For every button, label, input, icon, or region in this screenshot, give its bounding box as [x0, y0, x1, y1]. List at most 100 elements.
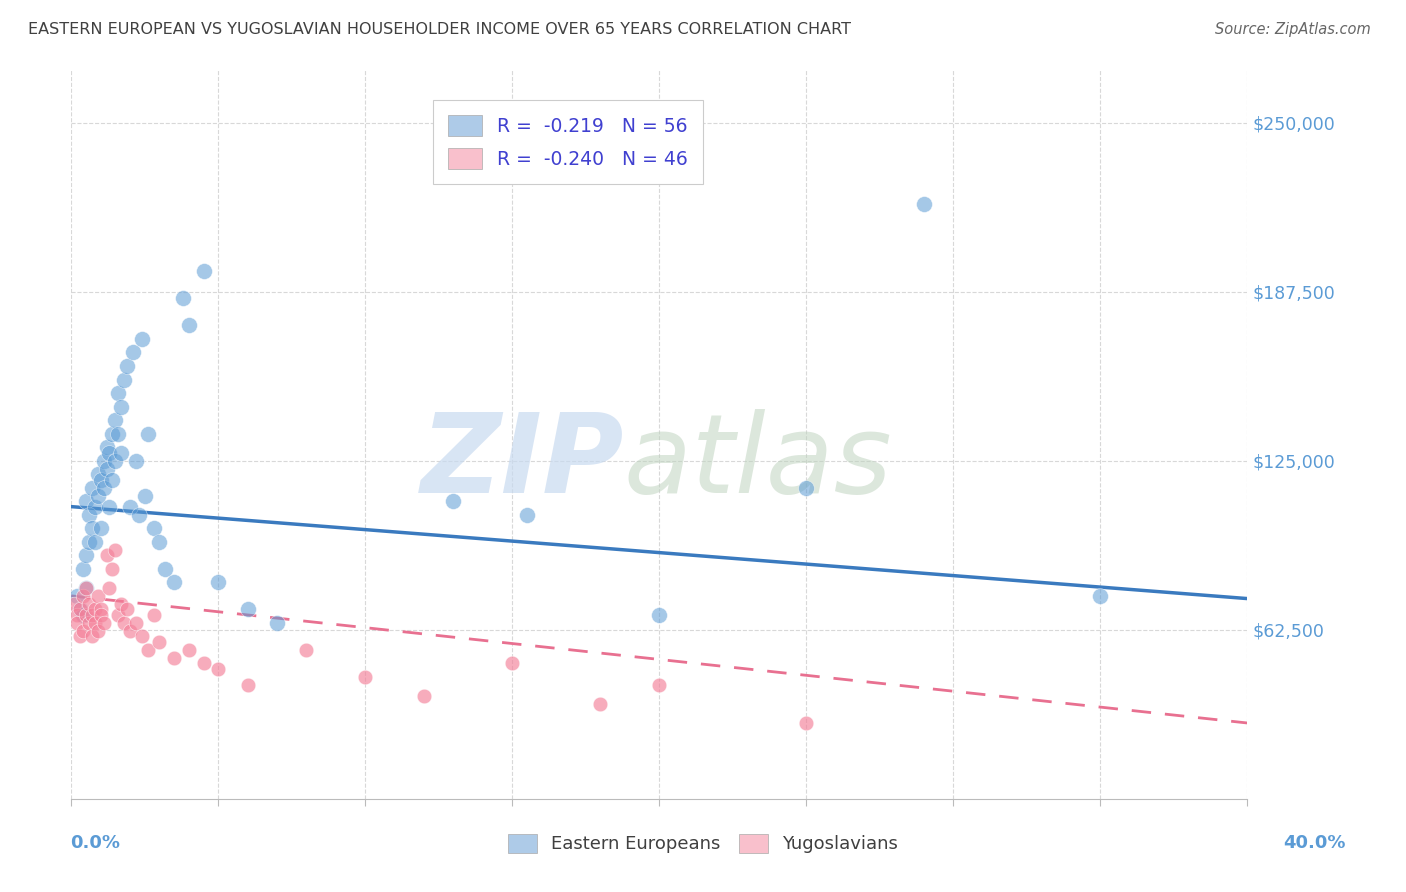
Point: [122, 345, 145, 359]
Point: [112, 372, 135, 386]
Point: [80, 521, 103, 535]
Point: [77, 508, 100, 522]
Point: [207, 575, 229, 590]
Point: [648, 607, 671, 622]
Point: [354, 670, 377, 684]
Point: [110, 597, 132, 611]
Point: [441, 494, 464, 508]
Legend: Eastern Europeans, Yugoslavians: Eastern Europeans, Yugoslavians: [501, 826, 905, 861]
Legend: R =  -0.219   N = 56, R =  -0.240   N = 46: R = -0.219 N = 56, R = -0.240 N = 46: [433, 100, 703, 185]
Point: [104, 453, 127, 467]
Point: [98, 500, 121, 514]
Point: [72, 562, 94, 576]
Point: [75, 549, 97, 563]
Text: ZIP: ZIP: [420, 409, 624, 516]
Point: [501, 657, 523, 671]
Text: EASTERN EUROPEAN VS YUGOSLAVIAN HOUSEHOLDER INCOME OVER 65 YEARS CORRELATION CHA: EASTERN EUROPEAN VS YUGOSLAVIAN HOUSEHOL…: [28, 22, 851, 37]
Point: [107, 386, 129, 401]
Text: 40.0%: 40.0%: [1284, 834, 1346, 852]
Point: [83, 500, 105, 514]
Point: [136, 426, 159, 441]
Point: [118, 500, 141, 514]
Point: [93, 453, 115, 467]
Point: [86, 624, 108, 638]
Point: [104, 413, 127, 427]
Point: [295, 643, 318, 657]
Point: [83, 534, 105, 549]
Point: [155, 562, 177, 576]
Point: [193, 657, 215, 671]
Point: [131, 629, 153, 643]
Point: [110, 400, 132, 414]
Point: [172, 292, 194, 306]
Point: [90, 521, 112, 535]
Point: [75, 581, 97, 595]
Point: [128, 508, 150, 522]
Point: [90, 602, 112, 616]
Point: [63, 597, 86, 611]
Point: [115, 359, 138, 373]
Point: [101, 473, 124, 487]
Point: [83, 602, 105, 616]
Point: [131, 332, 153, 346]
Point: [75, 494, 97, 508]
Point: [72, 624, 94, 638]
Point: [66, 589, 89, 603]
Point: [80, 481, 103, 495]
Point: [66, 607, 89, 622]
Point: [134, 489, 156, 503]
Point: [207, 662, 229, 676]
Point: [75, 607, 97, 622]
Point: [69, 602, 91, 616]
Point: [77, 615, 100, 630]
Point: [163, 651, 186, 665]
Point: [66, 615, 89, 630]
Point: [90, 473, 112, 487]
Point: [148, 635, 170, 649]
Point: [516, 508, 538, 522]
Point: [93, 481, 115, 495]
Point: [101, 562, 124, 576]
Point: [69, 629, 91, 643]
Point: [193, 264, 215, 278]
Point: [101, 426, 124, 441]
Point: [912, 196, 935, 211]
Point: [86, 489, 108, 503]
Text: atlas: atlas: [624, 409, 893, 516]
Point: [93, 615, 115, 630]
Point: [69, 602, 91, 616]
Point: [96, 549, 118, 563]
Point: [96, 462, 118, 476]
Point: [266, 615, 288, 630]
Point: [72, 589, 94, 603]
Point: [794, 716, 817, 731]
Point: [90, 607, 112, 622]
Point: [112, 615, 135, 630]
Point: [236, 602, 259, 616]
Point: [648, 678, 671, 692]
Point: [80, 629, 103, 643]
Point: [98, 445, 121, 459]
Point: [163, 575, 186, 590]
Point: [236, 678, 259, 692]
Point: [72, 607, 94, 622]
Point: [794, 481, 817, 495]
Point: [96, 440, 118, 454]
Point: [75, 581, 97, 595]
Point: [104, 542, 127, 557]
Point: [77, 534, 100, 549]
Point: [136, 643, 159, 657]
Text: Source: ZipAtlas.com: Source: ZipAtlas.com: [1215, 22, 1371, 37]
Point: [125, 453, 148, 467]
Point: [80, 607, 103, 622]
Point: [148, 534, 170, 549]
Point: [589, 697, 612, 711]
Point: [107, 426, 129, 441]
Point: [177, 643, 200, 657]
Point: [142, 607, 165, 622]
Point: [83, 615, 105, 630]
Point: [110, 445, 132, 459]
Point: [98, 581, 121, 595]
Point: [1088, 589, 1111, 603]
Point: [77, 597, 100, 611]
